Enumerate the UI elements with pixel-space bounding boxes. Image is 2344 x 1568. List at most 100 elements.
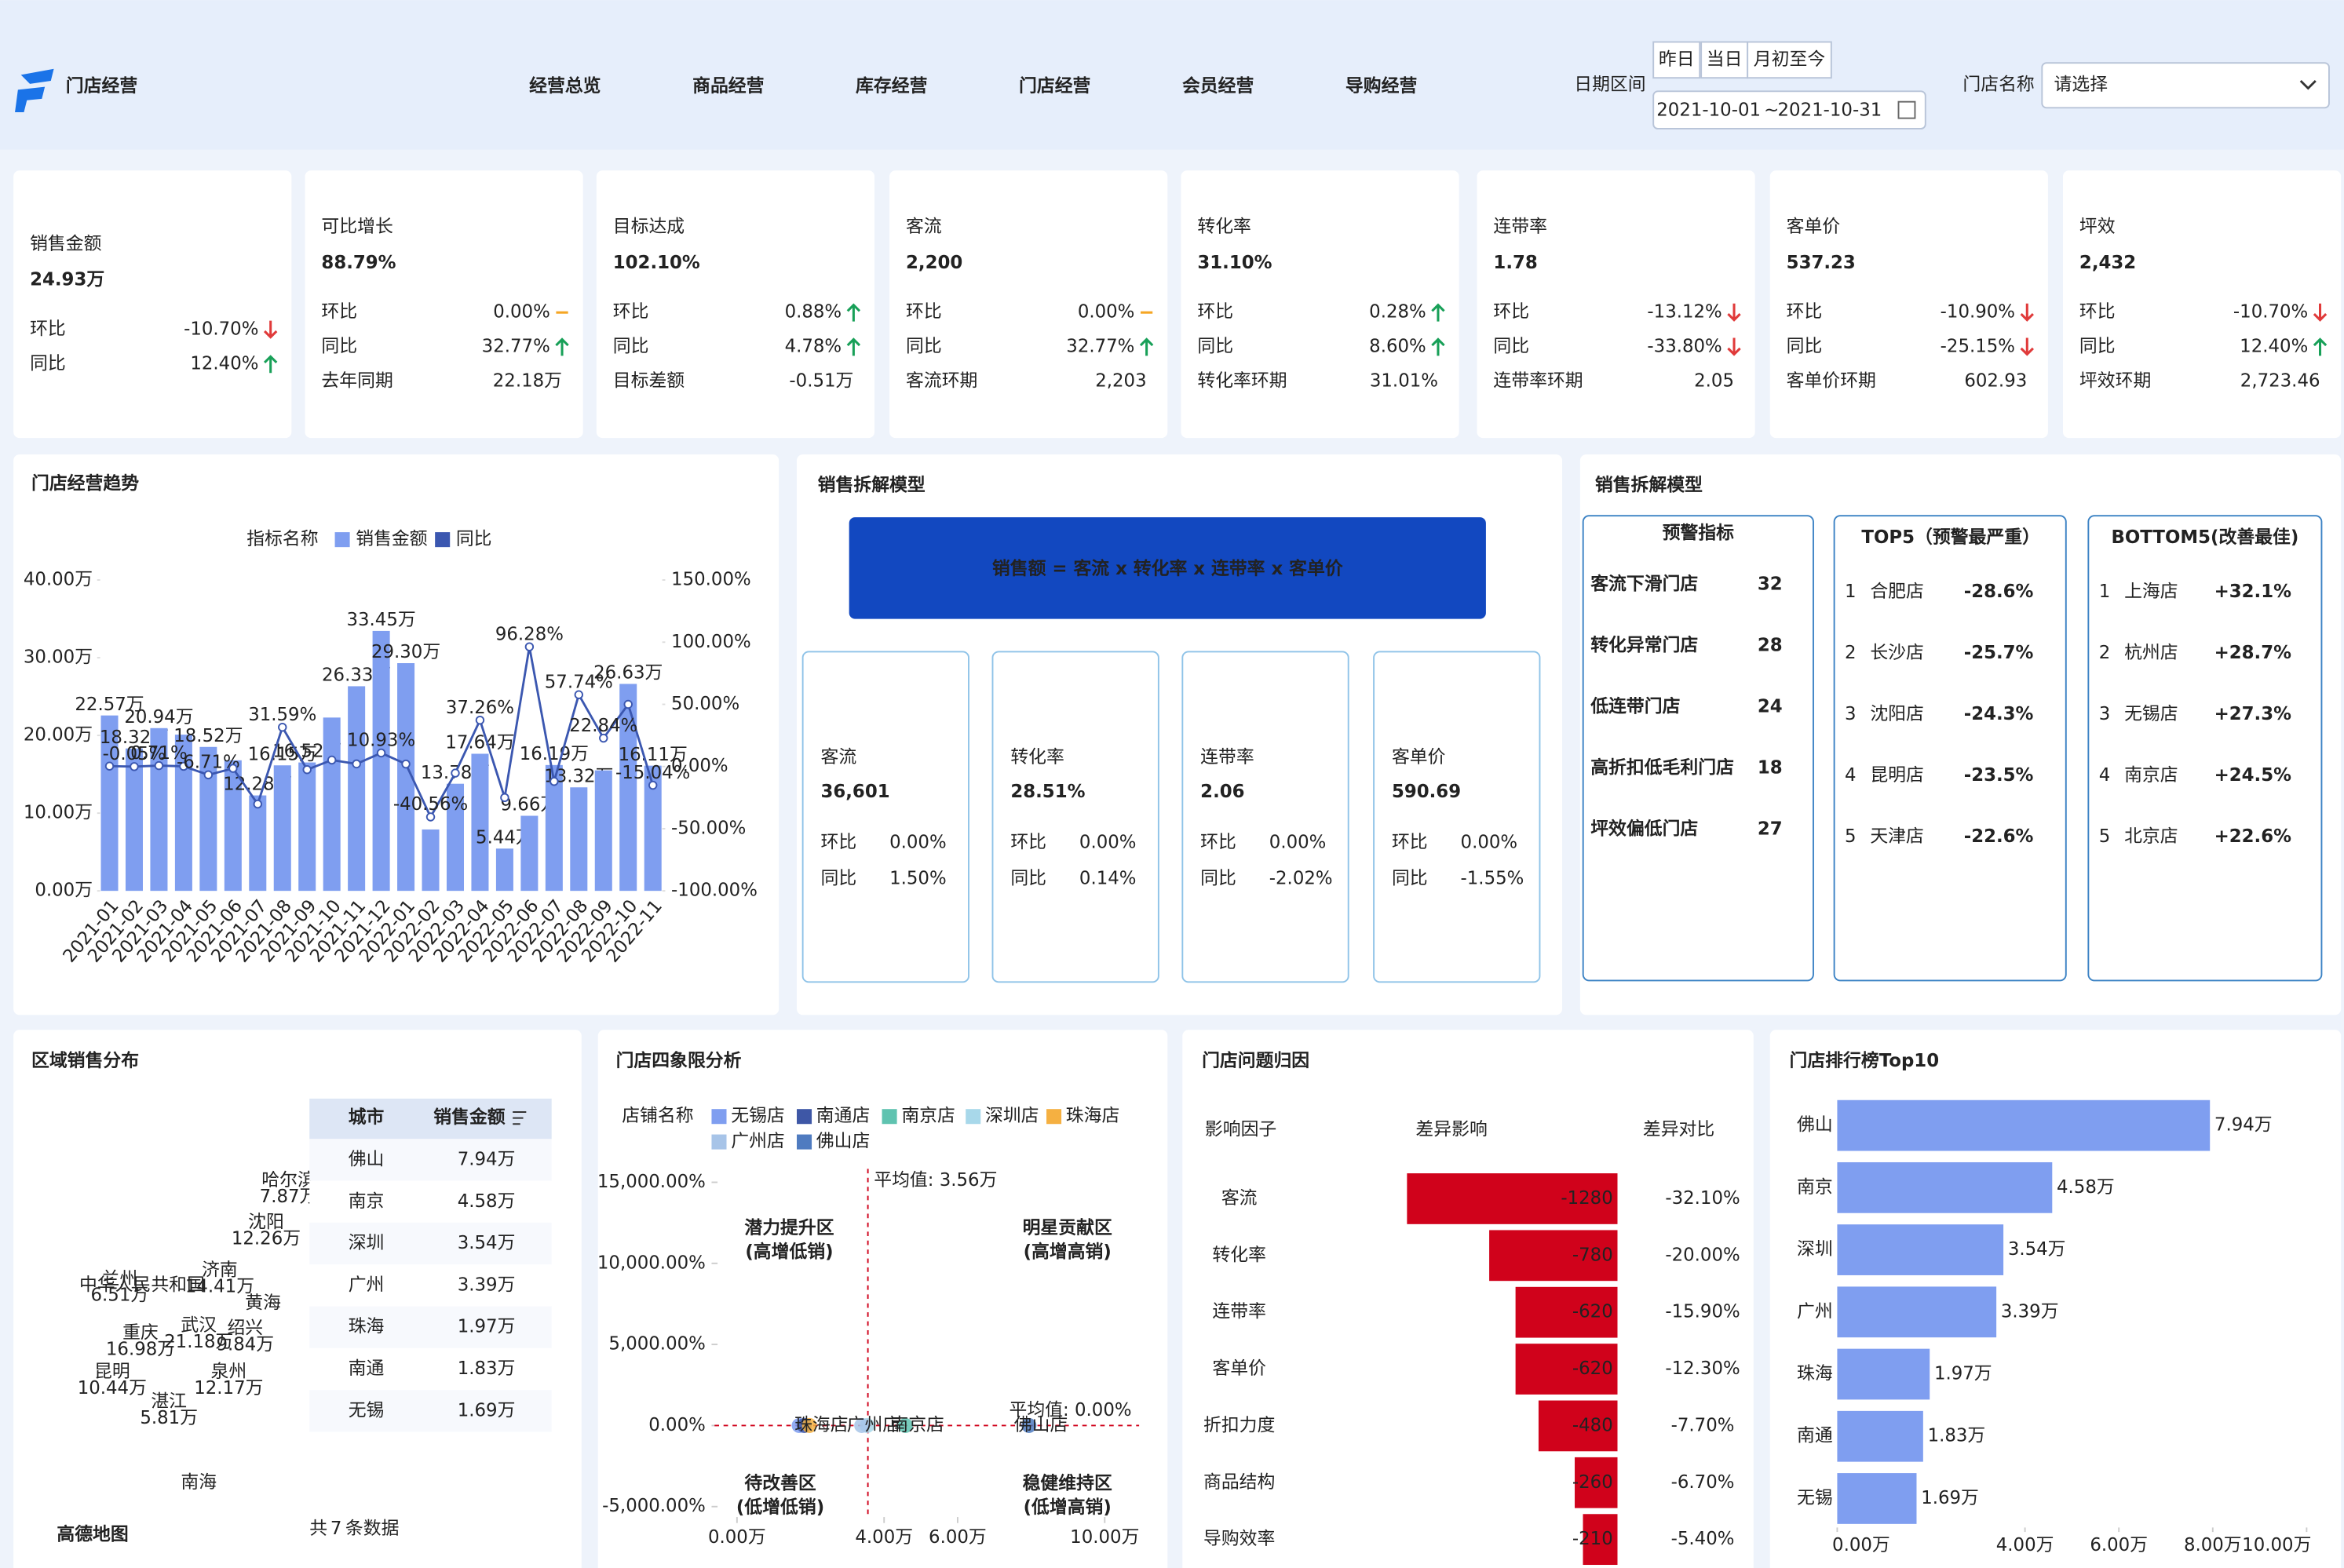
- kpi-card: [596, 170, 875, 439]
- sort-icon[interactable]: [513, 1111, 527, 1125]
- nav-item: 会员经营: [1182, 75, 1254, 97]
- bar: [397, 663, 415, 892]
- map-country: 中华人民共和国: [79, 1274, 205, 1295]
- factor-label: 连带率: [1212, 1302, 1266, 1322]
- alert-column: [2087, 515, 2323, 982]
- y2-tick-label: 100.00%: [671, 632, 751, 652]
- kpi-value: 2,432: [2079, 253, 2136, 273]
- kpi-row-label: 环比: [1787, 302, 1823, 323]
- alert-item: 高折扣低毛利门店: [1590, 757, 1734, 779]
- metric-row-value: 0.00%: [889, 833, 947, 853]
- date-button[interactable]: [1652, 41, 1701, 79]
- x-tick-label: 6.00万: [929, 1527, 987, 1548]
- panel: [597, 1030, 1168, 1568]
- table-cell: 1.83万: [458, 1358, 516, 1379]
- bar: [1837, 1224, 2004, 1275]
- nav-item: 商品经营: [692, 75, 764, 97]
- kpi-row-value: 22.18万: [493, 370, 562, 391]
- table-cell: 南京: [349, 1191, 385, 1212]
- table-row-bg: [309, 1306, 552, 1348]
- quadrant-subtitle: (低增低销): [736, 1497, 824, 1518]
- alert-item: 低连带门店: [1590, 695, 1680, 717]
- date-button[interactable]: [1747, 41, 1832, 79]
- bar: [298, 762, 316, 892]
- trend-icon: [2313, 303, 2328, 322]
- bar-label: 1.97万: [1934, 1364, 1992, 1384]
- x-tick-label: 0.00万: [1832, 1535, 1890, 1555]
- map-city: 兰州: [101, 1269, 137, 1289]
- line-point: [401, 759, 411, 769]
- map-city: 重庆: [122, 1322, 159, 1343]
- x-tick-label: 4.00万: [855, 1527, 913, 1548]
- kpi-row-value: 4.78%: [785, 336, 842, 356]
- metric-row-value: 0.00%: [1461, 833, 1518, 853]
- logo: [15, 68, 54, 113]
- panel-title: 销售拆解模型: [1595, 475, 1703, 496]
- formula: 销售额 = 客流 x 转化率 x 连带率 x 客单价: [992, 558, 1343, 579]
- legend-swatch: [797, 1109, 812, 1125]
- kpi-value: 102.10%: [613, 253, 700, 273]
- kpi-name: 坪效: [2079, 217, 2116, 237]
- trend-icon: [846, 337, 861, 356]
- legend-label: 无锡店: [731, 1106, 785, 1126]
- category-label: 深圳: [1797, 1239, 1833, 1260]
- x-tick-label: 6.00万: [2090, 1535, 2148, 1555]
- compare-label: -32.10%: [1665, 1188, 1740, 1209]
- kpi-row-value: -13.12%: [1647, 302, 1721, 323]
- alert-count: 18: [1758, 758, 1783, 779]
- bar: [100, 715, 119, 892]
- trend-icon: [263, 320, 278, 339]
- legend-label: 佛山店: [816, 1132, 871, 1152]
- map-city: 沈阳: [248, 1212, 284, 1232]
- alert-count: 28: [1758, 635, 1783, 655]
- line-label: 22.84%: [569, 716, 637, 736]
- line-point: [154, 760, 164, 771]
- map-city: 昆明: [94, 1362, 130, 1382]
- line-point: [104, 761, 115, 771]
- y-tick-label: 0.00万: [35, 881, 93, 901]
- page-title: 门店经营: [66, 75, 137, 97]
- line-label: -15.04%: [615, 763, 690, 783]
- bar-label: 26.63万: [593, 663, 663, 684]
- legend-title: 指标名称: [246, 529, 318, 549]
- category-label: 珠海: [1797, 1364, 1833, 1384]
- y-tick-label: 40.00万: [24, 570, 93, 590]
- line-point: [475, 715, 485, 725]
- table-row-bg: [309, 1139, 552, 1181]
- nav-item: 库存经营: [856, 75, 927, 97]
- rank-number: 4: [1845, 765, 1857, 786]
- map-value: 12.26万: [232, 1228, 301, 1249]
- kpi-row-label: 坪效环期: [2079, 370, 2151, 391]
- bar: [1837, 1099, 2211, 1151]
- date-range[interactable]: [1652, 90, 1926, 129]
- kpi-row-value: -0.51万: [789, 370, 853, 391]
- column-header: 差异影响: [1415, 1119, 1487, 1140]
- kpi-row-value: 32.77%: [1066, 336, 1134, 356]
- legend-label: 销售金额: [356, 529, 428, 549]
- date-button[interactable]: [1700, 41, 1749, 79]
- store-select[interactable]: [2041, 62, 2330, 109]
- alert-item: 坪效偏低门店: [1590, 819, 1698, 840]
- compare-label: -12.30%: [1665, 1358, 1740, 1379]
- category-label: 广州: [1797, 1301, 1833, 1322]
- y-tick-label: 10,000.00%: [597, 1253, 706, 1273]
- kpi-name: 客单价: [1787, 217, 1841, 237]
- quadrant-title: 稳健维持区: [1023, 1473, 1112, 1494]
- kpi-row-label: 目标差额: [613, 370, 685, 391]
- map-value: 14.41万: [185, 1276, 254, 1296]
- metric-row-label: 环比: [1200, 833, 1236, 853]
- bar: [1837, 1473, 1917, 1524]
- metric-value: 2.06: [1200, 782, 1244, 802]
- y2-tick-label: 0.00%: [671, 756, 728, 776]
- bar-label: 16.11万: [619, 745, 688, 765]
- map-city: 绍兴: [227, 1318, 263, 1339]
- bar-label: -620: [1572, 1358, 1613, 1379]
- scatter-point: [1021, 1417, 1037, 1433]
- kpi-row-value: 602.93: [1964, 370, 2027, 391]
- bar-label: 3.39万: [2001, 1301, 2059, 1322]
- rank-value: +32.1%: [2214, 582, 2292, 602]
- bar-label: 20.94万: [124, 707, 193, 727]
- category-label: 无锡: [1797, 1488, 1833, 1508]
- kpi-name: 目标达成: [613, 217, 685, 237]
- line-point: [302, 764, 312, 775]
